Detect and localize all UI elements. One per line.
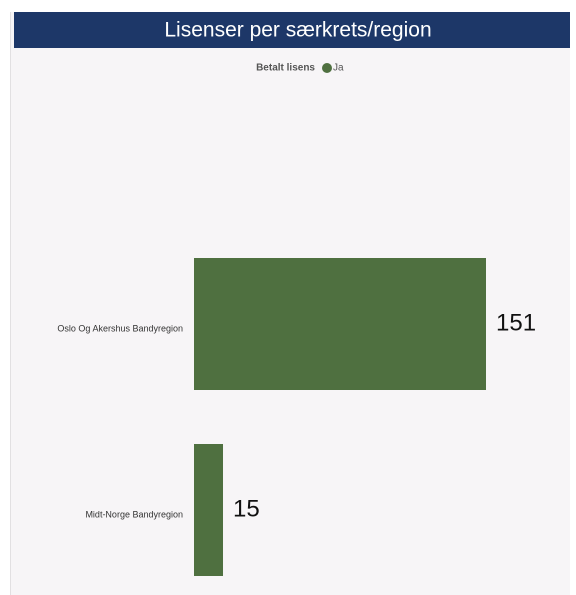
y-tick-label: Oslo Og Akershus Bandyregion	[57, 323, 183, 333]
legend-marker	[322, 63, 332, 73]
legend-title: Betalt lisens	[256, 63, 315, 74]
bar	[194, 258, 486, 390]
bar	[194, 444, 224, 576]
y-tick-label: Midt-Norge Bandyregion	[85, 509, 183, 519]
title-banner	[14, 12, 570, 48]
chart-title: Lisenser per særkrets/region	[164, 19, 431, 42]
data-label: 15	[233, 495, 260, 522]
legend-label: Ja	[333, 63, 344, 74]
data-label: 151	[496, 309, 536, 336]
